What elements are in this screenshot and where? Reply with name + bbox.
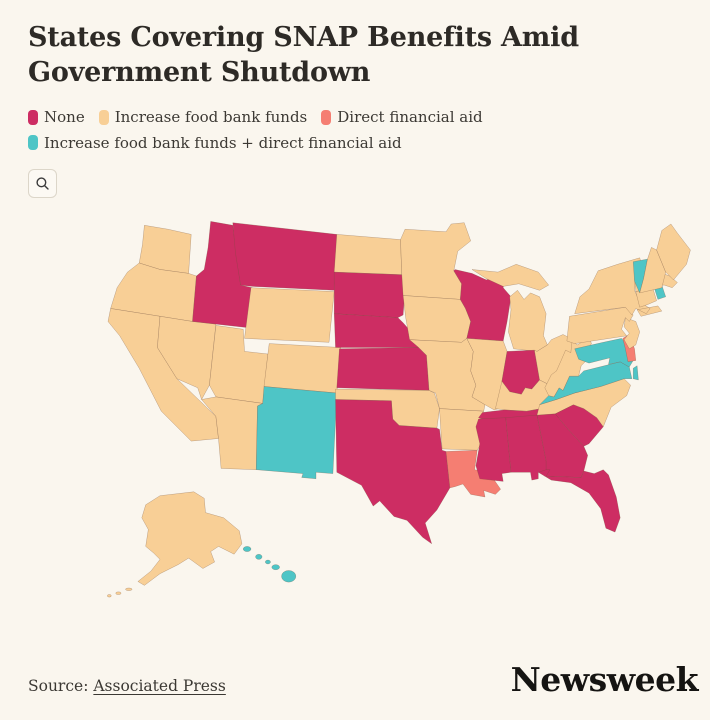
legend-label: None <box>44 108 85 127</box>
legend-swatch-both <box>28 135 38 151</box>
source-link[interactable]: Associated Press <box>93 677 226 695</box>
us-choropleth-map <box>82 211 706 601</box>
source-note: Source: Associated Press <box>28 677 226 695</box>
legend-label: Increase food bank funds <box>114 108 308 127</box>
state-MS[interactable] <box>475 417 512 482</box>
chart-title: States Covering SNAP Benefits Amid Gover… <box>28 22 579 89</box>
state-AK[interactable] <box>137 491 243 586</box>
state-NJ[interactable] <box>623 317 640 350</box>
state-HI-island[interactable] <box>265 559 271 565</box>
state-HI-island[interactable] <box>271 564 280 571</box>
state-HI-island[interactable] <box>281 570 297 583</box>
legend-swatch-none <box>28 109 38 125</box>
state-MT[interactable] <box>232 222 338 291</box>
state-ME[interactable] <box>656 223 691 281</box>
legend-label: Direct financial aid <box>337 108 483 127</box>
state-HI-island[interactable] <box>255 553 263 560</box>
state-LA[interactable] <box>445 449 501 498</box>
state-IA[interactable] <box>402 295 471 343</box>
state-TX[interactable] <box>335 399 451 545</box>
legend-item-direct-aid: Direct financial aid <box>321 106 483 129</box>
legend: None Increase food bank funds Direct fin… <box>28 106 682 154</box>
state-AK-island[interactable] <box>115 591 122 595</box>
state-AK-island[interactable] <box>107 594 112 598</box>
source-label: Source: <box>28 677 89 695</box>
state-MD[interactable] <box>574 338 634 368</box>
state-FL[interactable] <box>538 469 621 533</box>
newsweek-logo: Newsweek <box>510 660 699 699</box>
legend-item-food-bank: Increase food bank funds <box>98 106 308 129</box>
state-AK-island[interactable] <box>125 587 133 591</box>
state-CO[interactable] <box>263 343 341 394</box>
state-HI-island[interactable] <box>242 546 252 552</box>
legend-swatch-direct-aid <box>321 109 332 125</box>
state-ND[interactable] <box>333 234 403 275</box>
state-SD[interactable] <box>333 271 406 318</box>
magnifier-icon <box>35 176 50 191</box>
state-NH[interactable] <box>639 247 666 294</box>
legend-swatch-food-bank <box>98 109 109 125</box>
legend-item-both: Increase food bank funds + direct financ… <box>28 132 402 155</box>
state-MN[interactable] <box>400 222 471 300</box>
legend-label: Increase food bank funds + direct financ… <box>44 133 402 152</box>
state-MI[interactable] <box>471 264 549 352</box>
state-KS[interactable] <box>336 347 430 391</box>
state-NM[interactable] <box>255 386 338 480</box>
search-button[interactable] <box>28 169 57 199</box>
legend-item-none: None <box>28 106 85 129</box>
state-WY[interactable] <box>244 287 335 343</box>
